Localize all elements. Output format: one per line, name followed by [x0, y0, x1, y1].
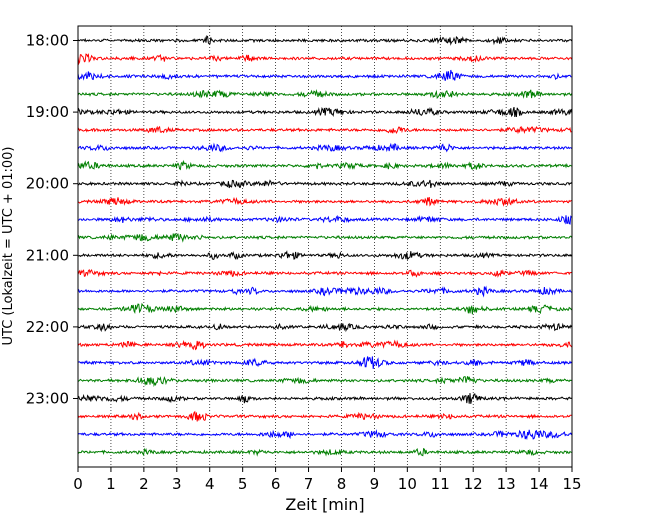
x-tick-label: 4	[205, 475, 215, 493]
trace-2200	[77, 322, 573, 333]
y-tick-label: 21:00	[26, 246, 69, 264]
trace-2300	[77, 393, 572, 404]
y-tick-label: 23:00	[26, 390, 69, 408]
x-tick-label: 3	[172, 475, 182, 493]
y-tick-label: 18:00	[26, 32, 69, 50]
x-tick-label: 10	[398, 475, 417, 493]
trace-2230	[77, 356, 573, 369]
trace-2145	[77, 302, 572, 315]
y-axis-label: UTC (Lokalzeit = UTC + 01:00)	[1, 147, 16, 346]
x-tick-label: 2	[139, 475, 149, 493]
plot-frame	[77, 25, 573, 468]
trace-2315	[77, 410, 572, 422]
x-tick-label: 8	[337, 475, 347, 493]
y-tick-label: 20:00	[26, 175, 69, 193]
trace-2100	[77, 250, 573, 261]
y-tick-label: 19:00	[26, 103, 69, 121]
x-tick-label: 0	[73, 475, 83, 493]
trace-2130	[77, 285, 572, 298]
trace-2015	[77, 196, 572, 207]
trace-2115	[77, 268, 572, 278]
x-tick-label: 6	[271, 475, 281, 493]
trace-2045	[77, 233, 573, 243]
x-tick-label: 14	[530, 475, 549, 493]
trace-1915	[77, 125, 572, 135]
y-tick-label: 22:00	[26, 318, 69, 336]
trace-2345	[77, 447, 572, 457]
trace-2215	[77, 339, 573, 351]
trace-1900	[77, 106, 573, 118]
x-tick-label: 13	[497, 475, 516, 493]
x-tick-label: 1	[106, 475, 116, 493]
x-axis-ticks: 0 1 2 3 4 5 6 7 8 9 10 11 12 13 14 15	[73, 467, 582, 493]
trace-2000	[78, 179, 572, 189]
trace-1930	[77, 142, 572, 153]
x-tick-label: 7	[304, 475, 314, 493]
x-tick-label: 5	[238, 475, 248, 493]
x-tick-label: 11	[431, 475, 450, 493]
trace-2030	[77, 214, 572, 225]
x-tick-label: 15	[562, 475, 581, 493]
seismogram-traces	[77, 35, 573, 457]
x-tick-label: 12	[464, 475, 483, 493]
trace-1800	[77, 35, 573, 46]
trace-1945	[77, 159, 572, 171]
trace-1845	[77, 89, 573, 99]
trace-2245	[77, 376, 572, 388]
x-tick-label: 9	[370, 475, 380, 493]
trace-1815	[77, 52, 573, 66]
trace-1830	[77, 69, 572, 81]
trace-2330	[77, 429, 573, 441]
x-axis-label: Zeit [min]	[285, 495, 364, 514]
y-axis-ticks: 18:00 19:00 20:00 21:00 22:00 23:00	[26, 32, 78, 408]
